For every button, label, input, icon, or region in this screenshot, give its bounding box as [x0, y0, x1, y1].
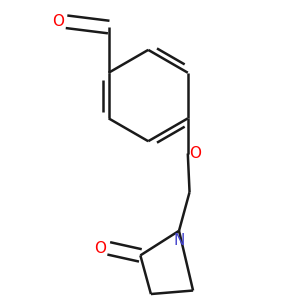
Text: N: N [173, 232, 185, 247]
Text: O: O [52, 14, 64, 29]
Text: O: O [190, 146, 202, 161]
Text: O: O [94, 241, 106, 256]
